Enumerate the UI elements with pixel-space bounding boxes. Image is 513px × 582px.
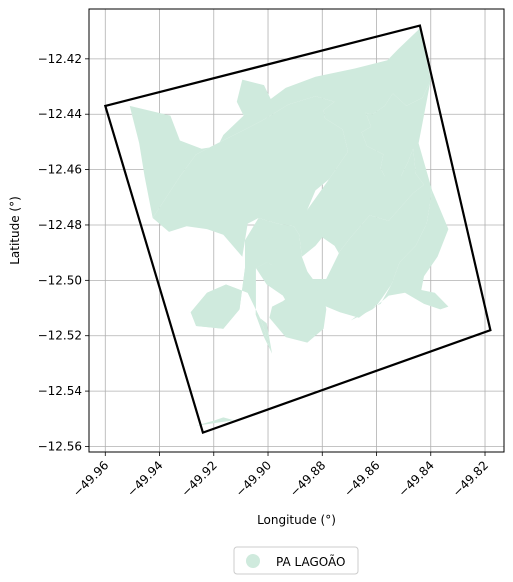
y-tick-label: −12.46: [38, 163, 82, 177]
x-tick-label: −49.90: [233, 458, 274, 499]
x-axis-ticks: −49.96 −49.94 −49.92 −49.90 −49.88 −49.86 −49.…: [70, 452, 491, 500]
x-tick-label: −49.96: [70, 458, 111, 499]
x-tick-label: −49.82: [450, 458, 491, 499]
legend: PA LAGOÃO: [233, 546, 359, 575]
y-tick-label: −12.56: [38, 439, 82, 453]
y-tick-label: −12.44: [38, 107, 82, 121]
x-tick-label: −49.84: [396, 458, 437, 499]
legend-label: PA LAGOÃO: [276, 554, 345, 569]
y-tick-label: −12.52: [38, 329, 82, 343]
settlement-area-layer: [129, 28, 449, 426]
settlement-boundary-outline: [103, 24, 492, 435]
x-tick-label: −49.92: [179, 458, 220, 499]
settlement-area-polygon: [196, 417, 235, 426]
x-tick-label: −49.88: [287, 458, 328, 499]
y-tick-label: −12.54: [38, 384, 82, 398]
y-tick-label: −12.50: [38, 273, 82, 287]
settlement-area-polygon: [350, 190, 449, 321]
x-tick-label: −49.86: [341, 458, 382, 499]
y-tick-label: −12.48: [38, 218, 82, 232]
y-axis-ticks: −12.42 −12.44 −12.46 −12.48 −12.50 −12.52 −12.…: [38, 52, 89, 453]
x-axis-label: Longitude (°): [257, 513, 336, 527]
y-tick-label: −12.42: [38, 52, 82, 66]
settlement-area-polygon: [152, 96, 348, 257]
boundary-layer: [103, 24, 492, 435]
settlement-area-polygon: [129, 28, 431, 313]
legend-box: [233, 546, 359, 575]
axes-frame: [88, 8, 505, 453]
y-axis-label: Latitude (°): [8, 196, 22, 265]
x-tick-label: −49.94: [124, 458, 165, 499]
settlement-area-polygon: [269, 281, 327, 343]
legend-marker: [246, 554, 260, 568]
settlement-area-polygon: [190, 237, 278, 354]
